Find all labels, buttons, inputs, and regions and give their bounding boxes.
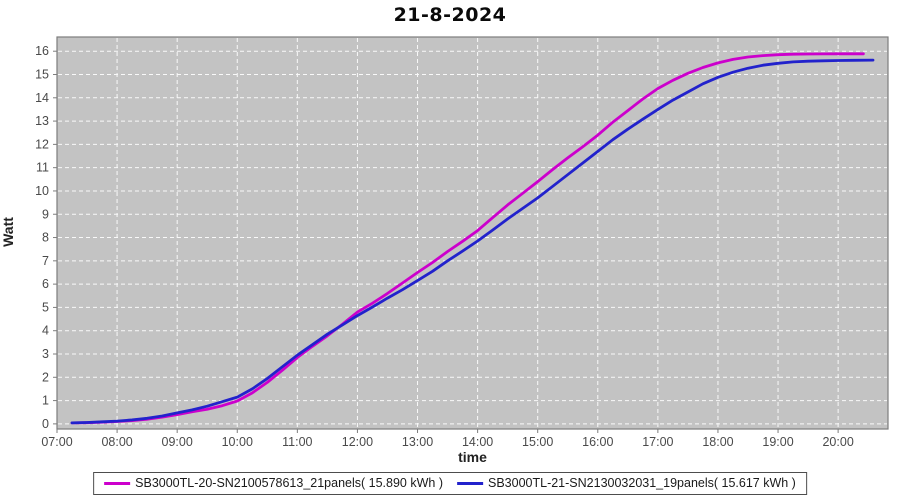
y-tick-label: 0 [42,417,49,431]
y-tick-label: 15 [35,67,49,81]
x-tick-label: 09:00 [162,435,193,449]
x-tick-label: 19:00 [762,435,793,449]
y-tick-label: 14 [35,91,49,105]
y-tick-label: 2 [42,370,49,384]
y-tick-label: 10 [35,184,49,198]
x-tick-label: 15:00 [522,435,553,449]
series-line-0 [70,52,865,425]
x-axis-label: time [458,449,487,465]
y-tick-label: 13 [35,114,49,128]
y-tick-label: 12 [35,137,49,151]
y-tick-label: 8 [42,231,49,245]
x-tick-label: 20:00 [822,435,853,449]
x-tick-label: 17:00 [642,435,673,449]
x-tick-label: 16:00 [582,435,613,449]
series-line-1 [70,58,875,425]
y-axis-label: Watt [0,217,16,247]
y-tick-label: 6 [42,277,49,291]
y-tick-label: 5 [42,300,49,314]
legend-line-swatch-magenta [104,481,131,485]
x-tick-label: 13:00 [402,435,433,449]
x-tick-label: 14:00 [462,435,493,449]
chart-title: 21-8-2024 [393,4,507,26]
x-tick-label: 18:00 [702,435,733,449]
legend-line-swatch-blue [457,481,483,485]
y-tick-label: 7 [42,254,49,268]
legend-entry-label: SB3000TL-21-SN2130032031_19panels( 15.61… [488,476,796,490]
x-tick-label: 12:00 [342,435,373,449]
legend-entry-label: SB3000TL-20-SN2100578613_21panels( 15.89… [135,476,443,490]
y-tick-label: 9 [42,207,49,221]
y-tick-label: 11 [36,161,49,175]
legend-entry: SB3000TL-21-SN2130032031_19panels( 15.61… [457,476,796,490]
x-tick-label: 11:00 [282,435,312,449]
gridlines [58,38,887,428]
y-tick-label: 3 [42,347,49,361]
y-tick-label: 16 [35,44,49,58]
legend: SB3000TL-20-SN2100578613_21panels( 15.89… [93,472,807,495]
y-tick-label: 1 [42,394,49,408]
axis-ticks [53,50,839,433]
plot-border [56,36,889,430]
x-tick-label: 07:00 [41,435,72,449]
axis-tick-labels: 07:00 08:00 09:00 10:00 11:00 12:00 13:00 14:00… [35,44,854,449]
x-tick-label: 08:00 [101,435,132,449]
y-tick-label: 4 [42,324,49,338]
legend-entry: SB3000TL-20-SN2100578613_21panels( 15.89… [104,476,443,490]
x-tick-label: 10:00 [222,435,253,449]
